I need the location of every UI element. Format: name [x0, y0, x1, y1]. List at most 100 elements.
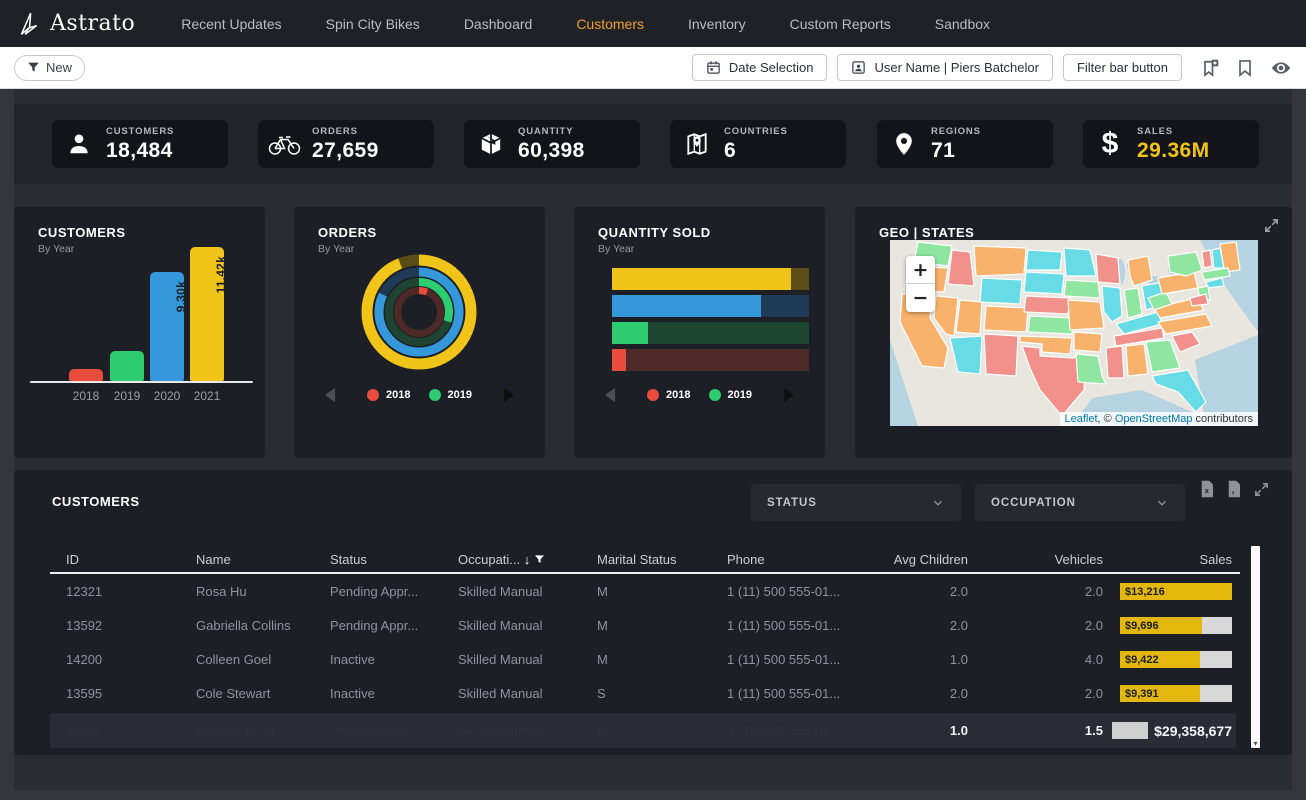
nav-tab-spin-city-bikes[interactable]: Spin City Bikes [325, 15, 420, 32]
nav-tab-sandbox[interactable]: Sandbox [934, 15, 991, 32]
column-header-id[interactable]: ID [66, 551, 79, 567]
map-zoom-out-button[interactable]: − [912, 287, 929, 309]
status-filter-dropdown[interactable]: STATUS [751, 484, 961, 521]
map-state [1123, 287, 1143, 319]
chart-legend: 2018 2019 [294, 388, 545, 402]
table-row[interactable]: 12321 Rosa Hu Pending Appr... Skilled Manua… [14, 574, 1244, 608]
column-header-sales[interactable]: Sales [1199, 551, 1232, 567]
donut-chart[interactable] [359, 252, 479, 372]
map-state [1189, 293, 1209, 307]
kpi-card-regions[interactable]: REGIONS 71 [877, 120, 1053, 168]
legend-item-2018[interactable]: 2018 [647, 389, 691, 401]
table-scrollbar[interactable]: ▾ [1251, 546, 1260, 748]
column-header-phone[interactable]: Phone [727, 551, 765, 567]
sort-descending-icon[interactable]: ↓ [523, 551, 531, 567]
brand[interactable]: Astrato [16, 11, 135, 37]
nav-tab-inventory[interactable]: Inventory [688, 15, 746, 32]
legend-next-arrow[interactable] [503, 388, 514, 402]
orders-chart-panel: ORDERS By Year 2018 2019 [294, 207, 545, 458]
table-row[interactable]: 13595 Cole Stewart Inactive Skilled Manual S… [14, 676, 1244, 710]
kpi-card-orders[interactable]: ORDERS 27,659 [258, 120, 434, 168]
us-states-choropleth[interactable] [890, 240, 1258, 426]
nav-tab-dashboard[interactable]: Dashboard [463, 15, 533, 32]
cell-sales: $9,391 [1103, 684, 1232, 702]
table-row[interactable]: 13592 Gabriella Collins Pending Appr... Ski… [14, 608, 1244, 642]
calendar-icon [706, 60, 721, 75]
expand-icon[interactable] [1253, 481, 1270, 498]
column-header-name[interactable]: Name [196, 551, 231, 567]
hbar-2018[interactable] [612, 349, 809, 371]
nav-tab-custom-reports[interactable]: Custom Reports [789, 15, 891, 32]
map-zoom-in-button[interactable]: + [906, 256, 935, 284]
column-header-occupati-[interactable]: Occupati... ↓ [458, 552, 597, 567]
map-attribution: Leaflet, © OpenStreetMap contributors [1059, 412, 1258, 426]
cell-children: 2.0 [949, 583, 968, 599]
export-excel-icon[interactable]: x [1199, 480, 1215, 498]
export-csv-icon[interactable]: , [1226, 480, 1242, 498]
hbar-2019[interactable] [612, 322, 809, 344]
map-state [1023, 271, 1065, 295]
kpi-card-sales[interactable]: $ SALES 29.36M [1083, 120, 1259, 168]
kpi-label: CUSTOMERS [106, 125, 175, 137]
table-row[interactable]: 14200 Colleen Goel Inactive Skilled Manual M… [14, 642, 1244, 676]
leaflet-link[interactable]: Leaflet [1064, 413, 1098, 425]
new-filter-button[interactable]: New [14, 54, 86, 81]
bar-value-label: 11.42k [214, 256, 228, 294]
kpi-card-countries[interactable]: COUNTRIES 6 [670, 120, 846, 168]
map-state [1147, 291, 1173, 311]
column-header-vehicles[interactable]: Vehicles [1054, 551, 1103, 567]
cell-occupation: Skilled Manual [458, 651, 543, 667]
bookmark-icon[interactable] [1235, 58, 1255, 78]
bar-2018[interactable] [69, 369, 103, 381]
map-state [1101, 285, 1123, 323]
cell-name: Cole Stewart [196, 685, 271, 701]
column-header-status[interactable]: Status [330, 551, 367, 567]
kpi-card-customers[interactable]: CUSTOMERS 18,484 [52, 120, 228, 168]
sales-bar: $9,391 [1120, 684, 1232, 702]
legend-item-2019[interactable]: 2019 [428, 389, 472, 401]
cell-status: Inactive [330, 685, 375, 701]
map-state [983, 305, 1029, 333]
bar-2021[interactable]: 11.42k [190, 247, 228, 381]
column-header-avg-children[interactable]: Avg Children [893, 551, 968, 567]
bookmark-add-icon[interactable] [1200, 58, 1220, 78]
leaflet-map[interactable]: + − Leaflet, © OpenStreetMap contributor… [890, 240, 1258, 426]
filter-toolbar: New Date Selection User Name | Piers Bat… [0, 47, 1306, 89]
nav-tab-recent-updates[interactable]: Recent Updates [181, 15, 282, 32]
nav-tab-customers[interactable]: Customers [576, 15, 644, 32]
hbar-2021[interactable] [612, 268, 809, 290]
user-name-button[interactable]: User Name | Piers Batchelor [837, 54, 1053, 81]
cell-id: 12321 [66, 583, 103, 599]
table-totals-row: 1.0 1.5 $29,358,677 [50, 713, 1236, 748]
column-filter-icon[interactable] [534, 554, 545, 565]
geo-panel-title: GEO | STATES [879, 225, 975, 240]
map-state [1073, 331, 1103, 353]
openstreetmap-link[interactable]: OpenStreetMap [1114, 413, 1193, 425]
geo-states-panel: GEO | STATES + − Leaflet, © OpenStreetMa… [855, 207, 1292, 458]
occupation-filter-dropdown[interactable]: OCCUPATION [975, 484, 1185, 521]
cell-children: 2.0 [949, 617, 968, 633]
map-state [979, 277, 1023, 305]
filter-bar-button[interactable]: Filter bar button [1062, 54, 1182, 81]
legend-item-2018[interactable]: 2018 [367, 389, 411, 401]
legend-item-2019[interactable]: 2019 [708, 389, 752, 401]
scroll-down-arrow[interactable]: ▾ [1253, 739, 1258, 748]
bar-2020[interactable]: 9.30k [150, 272, 188, 381]
map-state [1157, 313, 1213, 335]
date-selection-button[interactable]: Date Selection [691, 54, 828, 81]
column-header-marital-status[interactable]: Marital Status [597, 551, 677, 567]
legend-next-arrow[interactable] [783, 388, 794, 402]
hbar-2020[interactable] [612, 295, 809, 317]
map-state [1171, 331, 1201, 353]
legend-prev-arrow[interactable] [605, 388, 616, 402]
eye-icon[interactable] [1270, 57, 1292, 79]
kpi-card-quantity[interactable]: QUANTITY 60,398 [464, 120, 640, 168]
funnel-icon [27, 61, 40, 74]
legend-prev-arrow[interactable] [325, 388, 336, 402]
x-axis-line [30, 381, 253, 383]
map-state [955, 299, 983, 335]
bar-2019[interactable] [110, 351, 144, 381]
hbar-fill [612, 268, 792, 290]
top-navigation: Astrato Recent Updates Spin City Bikes Das… [0, 0, 1306, 47]
expand-icon[interactable] [1263, 217, 1280, 239]
